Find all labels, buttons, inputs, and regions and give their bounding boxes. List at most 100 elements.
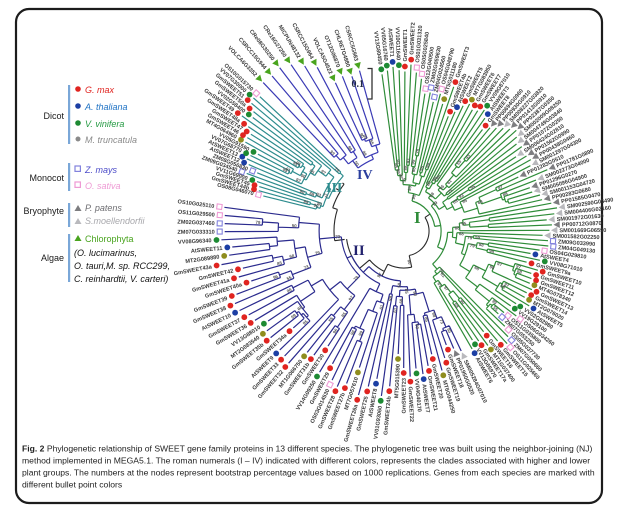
svg-text:95: 95	[411, 193, 417, 200]
svg-text:Dicot: Dicot	[43, 111, 64, 121]
svg-text:VV10G11640: VV10G11640	[394, 27, 401, 60]
svg-text:73: 73	[438, 318, 445, 325]
svg-text:90: 90	[300, 173, 307, 180]
svg-text:88: 88	[502, 191, 509, 198]
svg-text:68: 68	[309, 191, 316, 198]
svg-text:55: 55	[455, 159, 462, 166]
svg-text:VV01G93060: VV01G93060	[373, 406, 384, 440]
svg-text:85: 85	[423, 317, 429, 324]
svg-text:55: 55	[469, 183, 476, 190]
svg-text:OS10G025110: OS10G025110	[177, 199, 214, 210]
svg-text:61: 61	[439, 271, 446, 278]
svg-text:PP00712G0870: PP00712G0870	[562, 221, 602, 229]
svg-text:55: 55	[286, 275, 293, 282]
svg-text:61: 61	[393, 307, 399, 313]
svg-text:IV: IV	[357, 168, 373, 183]
svg-text:95: 95	[461, 221, 467, 227]
svg-text:85: 85	[277, 260, 284, 266]
svg-text:99: 99	[491, 299, 498, 306]
svg-text:55: 55	[368, 139, 375, 146]
svg-text:97: 97	[348, 294, 355, 301]
svg-text:95: 95	[295, 160, 302, 167]
svg-text:79: 79	[352, 274, 359, 281]
svg-text:99: 99	[489, 249, 495, 255]
svg-text:88: 88	[347, 145, 354, 152]
svg-text:93: 93	[465, 153, 472, 160]
svg-text:90: 90	[412, 291, 418, 297]
svg-text:55: 55	[327, 316, 334, 323]
svg-text:68: 68	[459, 231, 465, 236]
svg-text:68: 68	[289, 253, 295, 259]
svg-text:61: 61	[436, 281, 443, 288]
svg-text:88: 88	[403, 165, 408, 171]
svg-text:85: 85	[435, 173, 442, 180]
svg-text:68: 68	[398, 298, 403, 304]
svg-text:95: 95	[302, 318, 309, 325]
svg-text:0.1: 0.1	[352, 79, 365, 90]
svg-text:OS05G025840: OS05G025840	[421, 32, 431, 70]
svg-text:96: 96	[349, 329, 356, 336]
svg-text:73: 73	[303, 264, 310, 271]
svg-text:II: II	[353, 243, 365, 259]
svg-text:55: 55	[309, 168, 316, 175]
svg-text:MT2G089880: MT2G089880	[185, 255, 220, 266]
svg-text:98: 98	[431, 312, 438, 319]
svg-text:S.moellendorfii: S.moellendorfii	[85, 216, 146, 226]
svg-text:93: 93	[329, 149, 336, 156]
svg-text:55: 55	[492, 305, 499, 312]
svg-text:90: 90	[359, 132, 366, 139]
svg-text:VV13G80450: VV13G80450	[372, 31, 383, 65]
svg-text:96: 96	[411, 166, 417, 172]
svg-text:98: 98	[489, 264, 496, 271]
svg-text:90: 90	[299, 189, 306, 196]
svg-text:P. patens: P. patens	[85, 203, 122, 213]
svg-text:Bryophyte: Bryophyte	[23, 206, 64, 216]
svg-text:50: 50	[316, 201, 323, 207]
svg-text:85: 85	[393, 163, 399, 169]
svg-text:68: 68	[455, 225, 461, 230]
svg-text:A. thaliana: A. thaliana	[84, 102, 128, 112]
svg-text:III: III	[326, 181, 342, 196]
svg-text:93: 93	[407, 185, 413, 191]
svg-text:Fig. 2 Phylogenetic relationsh: Fig. 2 Phylogenetic relationship of SWEE…	[22, 444, 593, 454]
svg-text:Chlorophyta: Chlorophyta	[85, 234, 134, 244]
svg-text:68: 68	[296, 304, 303, 311]
svg-text:99: 99	[425, 162, 432, 169]
svg-text:(O. lucimarinus,: (O. lucimarinus,	[74, 248, 137, 258]
svg-text:97: 97	[496, 261, 503, 268]
svg-text:method implemented in MEGA5.1.: method implemented in MEGA5.1. The roman…	[22, 456, 590, 466]
svg-text:SM001972G01630: SM001972G01630	[557, 214, 604, 224]
svg-text:I: I	[414, 208, 421, 227]
svg-text:50: 50	[292, 223, 298, 228]
svg-text:SM001669G06590: SM001669G06590	[559, 228, 606, 234]
svg-text:68: 68	[453, 302, 460, 309]
svg-text:GmSWEET23: GmSWEET23	[402, 378, 408, 413]
svg-text:97: 97	[443, 285, 450, 292]
svg-text:79: 79	[334, 166, 341, 173]
svg-text:68: 68	[516, 269, 523, 276]
svg-text:88: 88	[478, 242, 484, 248]
svg-text:68: 68	[452, 198, 459, 205]
svg-text:GmSWEET22: GmSWEET22	[407, 387, 414, 423]
svg-text:68: 68	[477, 199, 484, 206]
svg-text:85: 85	[446, 327, 453, 334]
svg-text:99: 99	[361, 150, 368, 157]
svg-text:99: 99	[432, 200, 439, 207]
svg-text:90: 90	[313, 203, 320, 209]
svg-text:93: 93	[406, 158, 411, 164]
svg-text:55: 55	[419, 165, 425, 172]
svg-text:Algae: Algae	[41, 253, 64, 263]
svg-text:VV08G96340: VV08G96340	[178, 238, 212, 246]
svg-text:85: 85	[404, 289, 409, 295]
svg-text:99: 99	[396, 169, 401, 175]
svg-text:C. reinhardtii, V. carteri): C. reinhardtii, V. carteri)	[74, 274, 168, 284]
svg-text:96: 96	[272, 274, 279, 281]
svg-text:99: 99	[410, 159, 416, 165]
svg-text:88: 88	[425, 180, 432, 187]
svg-text:97: 97	[497, 184, 504, 191]
svg-text:79: 79	[415, 148, 421, 154]
svg-text:MT5G015390: MT5G015390	[394, 364, 402, 398]
svg-text:Monocot: Monocot	[29, 173, 64, 183]
svg-text:61: 61	[285, 166, 292, 173]
svg-text:ZM07G033310: ZM07G033310	[177, 230, 214, 236]
